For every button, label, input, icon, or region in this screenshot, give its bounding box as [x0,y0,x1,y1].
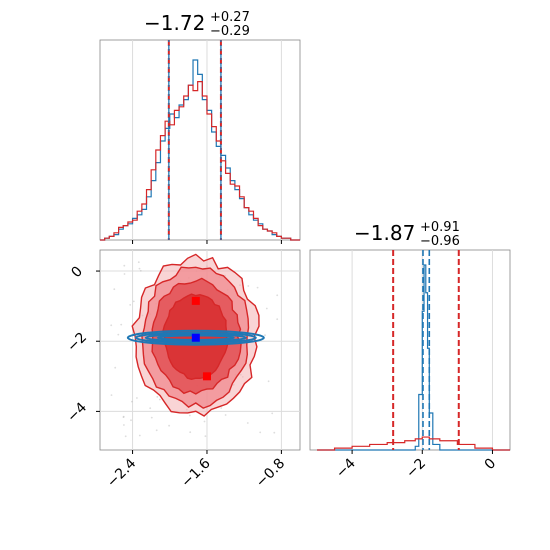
sample-point [259,431,262,434]
panel-1-quantile-lines [167,40,222,240]
sample-point [123,273,126,275]
histogram-step-line-series-0 [317,264,510,451]
sample-point [276,294,279,297]
panel-2-title-value: −1.87 [354,221,415,245]
panel-2-series [317,264,510,451]
panel-2-x-tick-label-0: −4 [333,455,359,481]
sample-point [150,416,153,419]
histogram-step-line-series-1 [317,436,510,451]
sample-point [155,429,158,432]
sample-point [131,400,133,403]
blue-contour-level-0 [126,329,265,346]
panel-joint: −2.4 −1.6 −0.8 0 −2 −4 [64,249,301,491]
sample-point [203,420,206,423]
sample-point [204,435,207,438]
histogram-step-line-series-1 [100,81,300,241]
sample-point [110,324,113,327]
panel-1-title-value: −1.72 [144,11,205,35]
sample-point [110,394,113,396]
panel-marginal-1: −1.72 +0.27 −0.29 [99,10,301,244]
panel-marginal-2: −4 −2 0 −1.87 +0.91 −0.96 [309,220,511,481]
sample-point [149,407,152,410]
marker-point-0 [191,296,200,305]
sample-point [130,419,132,422]
panel-1-title-upper: +0.27 [210,10,250,25]
panel-2-ticks: −4 −2 0 [333,450,499,481]
sample-point [188,414,191,417]
sample-point [124,435,127,438]
sample-point [158,398,161,401]
sample-point [123,264,126,267]
sample-point [265,307,268,310]
sample-point [273,431,276,434]
panel-1-grid [132,40,282,240]
sample-point [189,431,192,434]
panel-3-markers [191,296,211,381]
sample-point [114,366,117,369]
sample-point [132,300,135,303]
sample-point [156,396,159,398]
panel-3-x-tick-label-1: −1.6 [178,455,213,490]
sample-point [137,261,140,264]
panel-2-x-tick-label-1: −2 [403,456,429,482]
sample-point [246,422,249,424]
sample-point [224,414,227,416]
panel-3-y-tick-label-0: 0 [68,263,86,281]
panel-2-title-upper: +0.91 [420,220,460,235]
marker-point-2 [202,372,211,381]
panel-1-title-lower: −0.29 [210,24,250,39]
sample-point [129,304,132,306]
sample-point [117,333,120,336]
sample-point [123,424,125,426]
panel-3-y-tick-label-2: −4 [64,400,90,426]
panel-3-x-tick-label-0: −2.4 [104,455,139,490]
sample-point [247,285,250,287]
panel-2-quantile-lines [392,250,460,450]
sample-point [267,380,270,383]
blue-contour-level-1 [134,331,257,344]
panel-1-series [100,59,300,241]
sample-point [256,286,259,289]
sample-point [168,424,171,427]
sample-point [136,397,138,399]
sample-point [138,434,141,437]
panel-2-title-lower: −0.96 [420,234,460,249]
sample-point [138,267,141,270]
panel-3-y-tick-label-1: −2 [64,329,90,355]
panel-3-x-tick-label-2: −0.8 [253,456,288,491]
histogram-step-line-series-0 [100,59,300,241]
panel-2-x-tick-label-2: 0 [482,456,500,474]
sample-point [276,318,279,321]
sample-point [122,416,125,418]
panel-1-frame [99,39,301,241]
sample-point [139,269,142,272]
panel-2-frame [309,249,511,451]
sample-point [264,334,266,337]
panel-1-ticks [132,240,282,244]
sample-point [113,288,116,291]
sample-point [120,323,123,326]
sample-point [271,412,274,415]
sample-point [220,407,223,409]
marker-point-1 [191,333,200,342]
